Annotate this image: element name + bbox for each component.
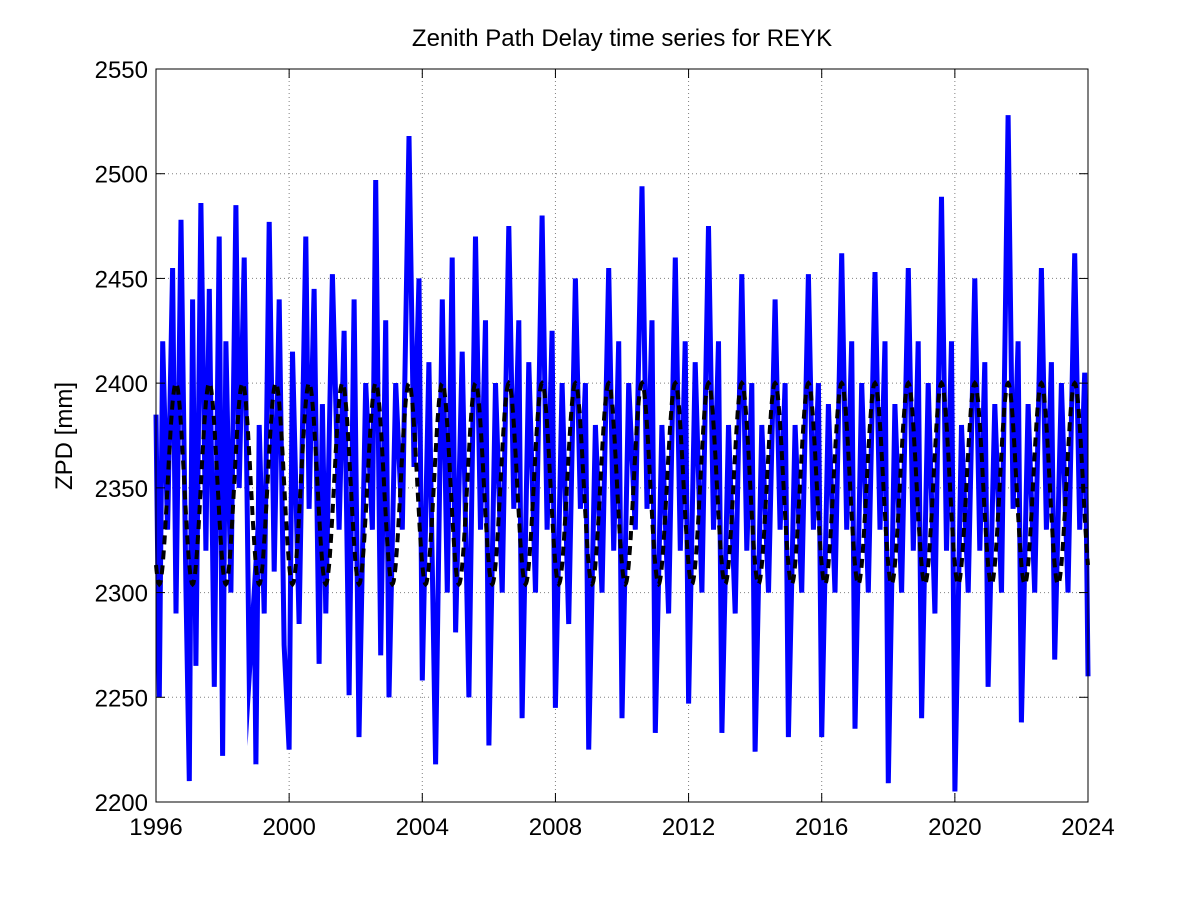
y-axis-label: ZPD [mm] bbox=[51, 382, 78, 490]
chart-title: Zenith Path Delay time series for REYK bbox=[412, 25, 832, 52]
y-tick-label: 2350 bbox=[95, 476, 148, 503]
x-tick-label: 2004 bbox=[396, 814, 449, 841]
y-tick-label: 2300 bbox=[95, 581, 148, 608]
plot-area bbox=[153, 68, 1091, 803]
x-tick-label: 2024 bbox=[1061, 814, 1114, 841]
x-tick-label: 2012 bbox=[662, 814, 715, 841]
seasonal-fit-line bbox=[154, 379, 1090, 588]
x-tick-label: 2008 bbox=[529, 814, 582, 841]
y-tick-label: 2450 bbox=[95, 266, 148, 293]
y-tick-label: 2500 bbox=[95, 162, 148, 189]
x-tick-label: 2020 bbox=[928, 814, 981, 841]
y-tick-label: 2400 bbox=[95, 371, 148, 398]
x-tick-label: 1996 bbox=[129, 814, 182, 841]
plot-area-frame bbox=[155, 68, 1089, 803]
series-layer bbox=[153, 115, 1091, 792]
ticks bbox=[155, 68, 1089, 803]
x-tick-label: 2000 bbox=[262, 814, 315, 841]
x-tick-label: 2016 bbox=[795, 814, 848, 841]
y-tick-label: 2550 bbox=[95, 57, 148, 84]
y-tick-labels: 2200 2250 2300 2350 2400 2450 2500 2550 bbox=[95, 57, 148, 817]
y-tick-label: 2200 bbox=[95, 790, 148, 817]
y-tick-label: 2250 bbox=[95, 685, 148, 712]
x-tick-labels: 1996 2000 2004 2008 2012 2016 2020 2024 bbox=[129, 814, 1114, 841]
